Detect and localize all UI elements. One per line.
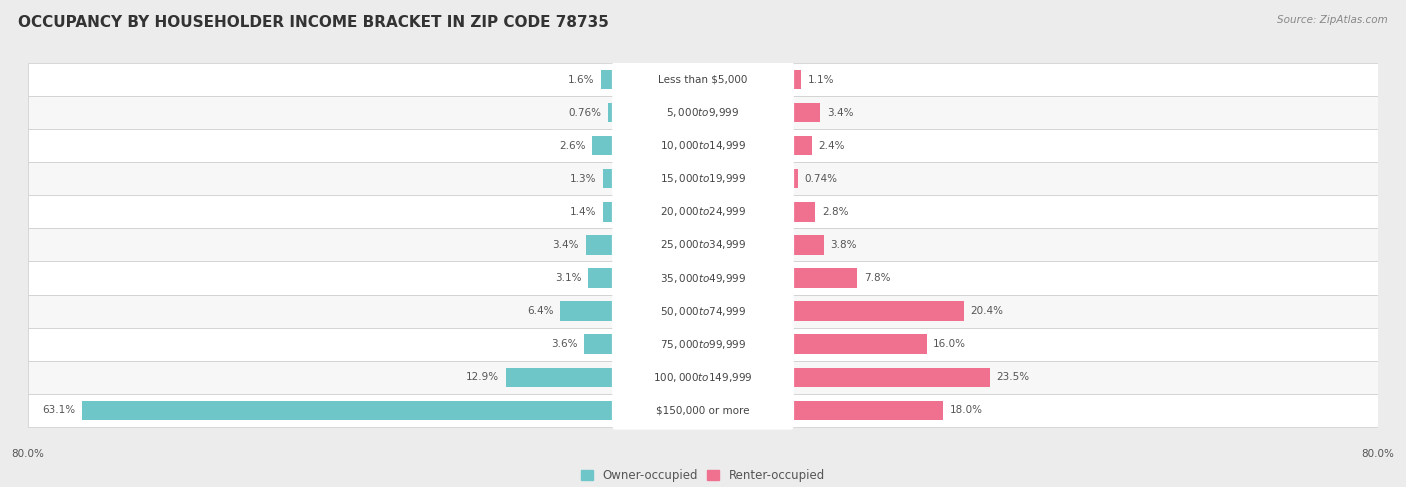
Text: OCCUPANCY BY HOUSEHOLDER INCOME BRACKET IN ZIP CODE 78735: OCCUPANCY BY HOUSEHOLDER INCOME BRACKET … xyxy=(18,15,609,30)
Bar xyxy=(603,169,614,188)
Legend: Owner-occupied, Renter-occupied: Owner-occupied, Renter-occupied xyxy=(576,464,830,487)
Bar xyxy=(28,63,1378,96)
Text: 16.0%: 16.0% xyxy=(934,339,966,349)
Bar xyxy=(28,262,1378,295)
Text: 1.6%: 1.6% xyxy=(568,75,595,85)
Text: $5,000 to $9,999: $5,000 to $9,999 xyxy=(666,106,740,119)
Text: 23.5%: 23.5% xyxy=(997,372,1029,382)
Bar xyxy=(28,328,1378,360)
FancyBboxPatch shape xyxy=(612,259,794,298)
Bar xyxy=(28,295,1378,328)
Text: 18.0%: 18.0% xyxy=(950,405,983,415)
Text: $35,000 to $49,999: $35,000 to $49,999 xyxy=(659,272,747,284)
Bar xyxy=(792,335,927,354)
FancyBboxPatch shape xyxy=(612,127,794,166)
Bar xyxy=(586,235,614,255)
Bar xyxy=(28,96,1378,130)
Text: 1.1%: 1.1% xyxy=(807,75,834,85)
Bar xyxy=(28,130,1378,162)
Text: 3.4%: 3.4% xyxy=(827,108,853,118)
FancyBboxPatch shape xyxy=(612,60,794,99)
Bar xyxy=(28,195,1378,228)
Text: 12.9%: 12.9% xyxy=(465,372,499,382)
Text: 6.4%: 6.4% xyxy=(527,306,554,316)
Text: $10,000 to $14,999: $10,000 to $14,999 xyxy=(659,139,747,152)
Bar xyxy=(603,203,614,222)
Bar xyxy=(588,268,614,288)
Bar xyxy=(561,301,614,320)
Text: $15,000 to $19,999: $15,000 to $19,999 xyxy=(659,172,747,186)
Text: 63.1%: 63.1% xyxy=(42,405,76,415)
Text: 7.8%: 7.8% xyxy=(865,273,890,283)
Bar xyxy=(28,228,1378,262)
Text: 3.6%: 3.6% xyxy=(551,339,578,349)
FancyBboxPatch shape xyxy=(612,159,794,198)
Text: Source: ZipAtlas.com: Source: ZipAtlas.com xyxy=(1277,15,1388,25)
Text: $25,000 to $34,999: $25,000 to $34,999 xyxy=(659,239,747,251)
FancyBboxPatch shape xyxy=(612,357,794,396)
Bar xyxy=(792,235,824,255)
Bar xyxy=(792,401,943,420)
Text: $20,000 to $24,999: $20,000 to $24,999 xyxy=(659,206,747,219)
Bar xyxy=(82,401,614,420)
Text: $50,000 to $74,999: $50,000 to $74,999 xyxy=(659,304,747,318)
Bar xyxy=(600,70,614,90)
Bar xyxy=(607,103,614,122)
Bar xyxy=(792,70,801,90)
Text: 3.1%: 3.1% xyxy=(555,273,582,283)
FancyBboxPatch shape xyxy=(612,192,794,231)
Text: $100,000 to $149,999: $100,000 to $149,999 xyxy=(654,371,752,384)
Text: $75,000 to $99,999: $75,000 to $99,999 xyxy=(659,337,747,351)
FancyBboxPatch shape xyxy=(612,391,794,430)
Bar xyxy=(28,360,1378,393)
Text: 3.4%: 3.4% xyxy=(553,240,579,250)
Text: 0.76%: 0.76% xyxy=(568,108,602,118)
Text: 2.8%: 2.8% xyxy=(823,207,848,217)
FancyBboxPatch shape xyxy=(612,292,794,331)
Bar xyxy=(28,162,1378,195)
Text: 1.3%: 1.3% xyxy=(571,174,596,184)
Bar xyxy=(792,368,990,387)
Bar xyxy=(792,136,811,155)
Text: 0.74%: 0.74% xyxy=(804,174,838,184)
Bar xyxy=(28,393,1378,427)
Text: Less than $5,000: Less than $5,000 xyxy=(658,75,748,85)
FancyBboxPatch shape xyxy=(612,325,794,364)
Text: 2.6%: 2.6% xyxy=(560,141,586,151)
Bar xyxy=(792,103,820,122)
Bar xyxy=(792,301,963,320)
Text: $150,000 or more: $150,000 or more xyxy=(657,405,749,415)
Text: 20.4%: 20.4% xyxy=(970,306,1004,316)
Bar xyxy=(792,203,815,222)
Bar xyxy=(792,169,797,188)
Bar xyxy=(506,368,614,387)
FancyBboxPatch shape xyxy=(612,94,794,132)
Bar xyxy=(592,136,614,155)
Text: 2.4%: 2.4% xyxy=(818,141,845,151)
Bar xyxy=(583,335,614,354)
Text: 1.4%: 1.4% xyxy=(569,207,596,217)
FancyBboxPatch shape xyxy=(612,225,794,264)
Text: 3.8%: 3.8% xyxy=(831,240,856,250)
Bar xyxy=(792,268,858,288)
